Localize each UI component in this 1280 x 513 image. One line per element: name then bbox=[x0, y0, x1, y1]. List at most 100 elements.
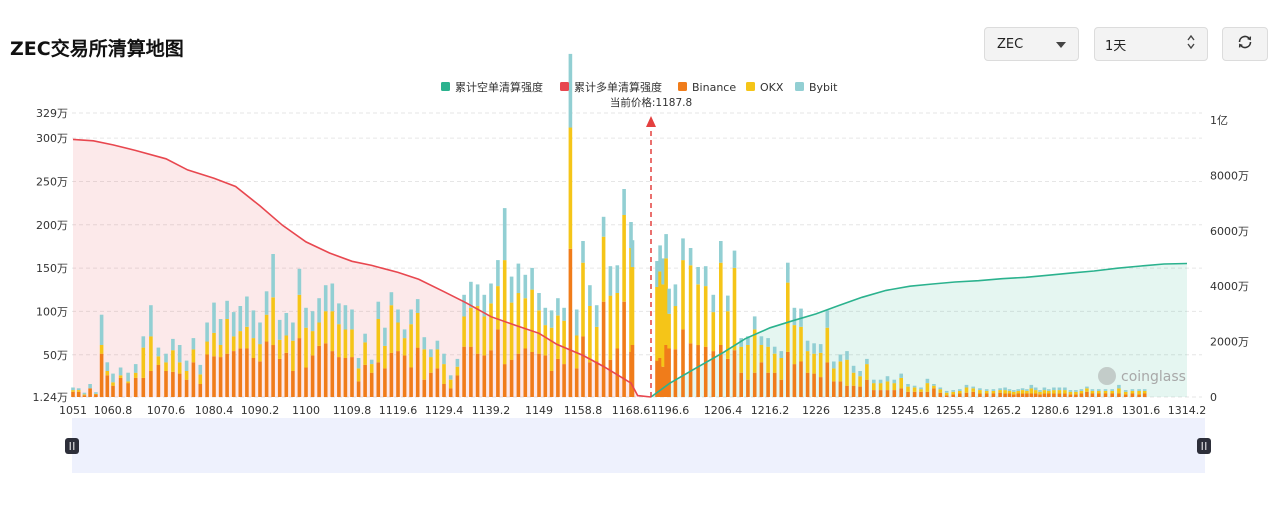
bar-bybit bbox=[317, 298, 321, 323]
bar-okx bbox=[858, 376, 862, 387]
bar-okx bbox=[601, 236, 606, 302]
bar-bybit bbox=[105, 362, 110, 371]
bar-bybit bbox=[141, 336, 146, 348]
bar-bybit bbox=[1097, 389, 1101, 391]
bar-okx bbox=[998, 390, 1002, 393]
bar-okx bbox=[317, 322, 321, 346]
page-title: ZEC交易所清算地图 bbox=[10, 38, 184, 60]
bar-binance bbox=[1097, 393, 1101, 397]
bar-bybit bbox=[71, 387, 75, 391]
bar-binance bbox=[746, 379, 750, 397]
bar-binance bbox=[442, 384, 446, 397]
bar-okx bbox=[719, 262, 723, 345]
bars-group bbox=[71, 53, 1147, 397]
bar-okx bbox=[171, 350, 175, 372]
bar-okx bbox=[264, 314, 269, 342]
symbol-select[interactable]: ZEC bbox=[984, 27, 1079, 61]
bar-bybit bbox=[1110, 389, 1114, 391]
bar-bybit bbox=[805, 340, 810, 352]
bar-okx bbox=[1085, 388, 1089, 392]
bar-binance bbox=[655, 360, 659, 397]
range-handle-right[interactable] bbox=[1197, 438, 1211, 454]
bar-binance bbox=[925, 391, 930, 397]
bar-okx bbox=[1117, 388, 1121, 394]
bar-bybit bbox=[297, 268, 302, 295]
range-handle-left[interactable] bbox=[65, 438, 79, 454]
bar-bybit bbox=[277, 319, 282, 340]
bar-bybit bbox=[615, 265, 620, 293]
x-tick-label: 1226 bbox=[802, 404, 830, 417]
short-cum-area bbox=[651, 263, 1187, 397]
bar-bybit bbox=[719, 241, 723, 263]
bar-binance bbox=[792, 364, 797, 397]
bar-binance bbox=[899, 388, 903, 397]
bar-bybit bbox=[258, 322, 262, 345]
x-tick-label: 1255.4 bbox=[936, 404, 975, 417]
period-select[interactable]: 1天 bbox=[1094, 27, 1208, 61]
bar-okx bbox=[337, 324, 341, 358]
bar-bybit bbox=[696, 267, 700, 285]
y-right-tick-label: 0 bbox=[1210, 391, 1217, 404]
bar-binance bbox=[1007, 393, 1012, 397]
bar-okx bbox=[711, 312, 716, 352]
bar-binance bbox=[664, 345, 668, 397]
bar-okx bbox=[673, 306, 678, 350]
bar-binance bbox=[133, 377, 138, 397]
bar-okx bbox=[363, 342, 367, 365]
bar-okx bbox=[696, 284, 700, 346]
bar-bybit bbox=[376, 301, 381, 319]
bar-okx bbox=[615, 293, 620, 349]
bar-binance bbox=[1003, 393, 1007, 397]
bar-okx bbox=[1130, 390, 1135, 394]
bar-binance bbox=[376, 362, 381, 397]
bar-binance bbox=[323, 343, 328, 397]
bar-binance bbox=[892, 390, 897, 397]
bar-bybit bbox=[94, 392, 98, 394]
bar-okx bbox=[912, 387, 917, 392]
refresh-button[interactable] bbox=[1222, 27, 1268, 61]
bar-binance bbox=[779, 379, 784, 397]
y-right-tick-label: 2000万 bbox=[1210, 336, 1249, 349]
bar-bybit bbox=[383, 327, 387, 346]
bar-okx bbox=[739, 346, 743, 373]
bar-okx bbox=[958, 390, 962, 394]
bar-binance bbox=[291, 371, 295, 397]
bar-okx bbox=[658, 271, 662, 358]
bar-binance bbox=[622, 301, 626, 397]
legend-label: OKX bbox=[760, 81, 784, 94]
bar-bybit bbox=[409, 309, 413, 325]
x-tick-label: 1280.6 bbox=[1031, 404, 1070, 417]
bar-okx bbox=[1142, 390, 1147, 394]
bar-bybit bbox=[594, 305, 599, 327]
bar-bybit bbox=[1079, 389, 1084, 391]
bar-okx bbox=[409, 324, 413, 368]
bar-binance bbox=[429, 372, 433, 397]
bar-binance bbox=[594, 361, 599, 397]
x-tick-label: 1051 bbox=[59, 404, 87, 417]
bar-bybit bbox=[475, 284, 480, 307]
bar-bybit bbox=[1057, 387, 1062, 391]
bar-binance bbox=[667, 348, 671, 397]
bar-binance bbox=[772, 372, 777, 397]
bar-bybit bbox=[198, 364, 203, 375]
bar-bybit bbox=[469, 281, 473, 308]
bar-binance bbox=[984, 393, 989, 397]
bar-binance bbox=[615, 348, 620, 397]
bar-bybit bbox=[766, 338, 770, 347]
bar-okx bbox=[343, 329, 348, 358]
bar-okx bbox=[429, 357, 433, 373]
bar-okx bbox=[212, 332, 216, 357]
bar-okx bbox=[111, 382, 115, 386]
bar-okx bbox=[330, 311, 335, 352]
range-handle-left-body bbox=[65, 438, 79, 454]
bar-bybit bbox=[588, 285, 592, 306]
bar-bybit bbox=[1130, 389, 1135, 391]
bar-okx bbox=[1047, 390, 1051, 394]
bar-okx bbox=[726, 311, 730, 359]
bar-bybit bbox=[746, 336, 750, 345]
bar-okx bbox=[198, 374, 203, 384]
bar-okx bbox=[825, 327, 830, 363]
bar-binance bbox=[448, 388, 453, 397]
bar-okx bbox=[482, 316, 487, 356]
